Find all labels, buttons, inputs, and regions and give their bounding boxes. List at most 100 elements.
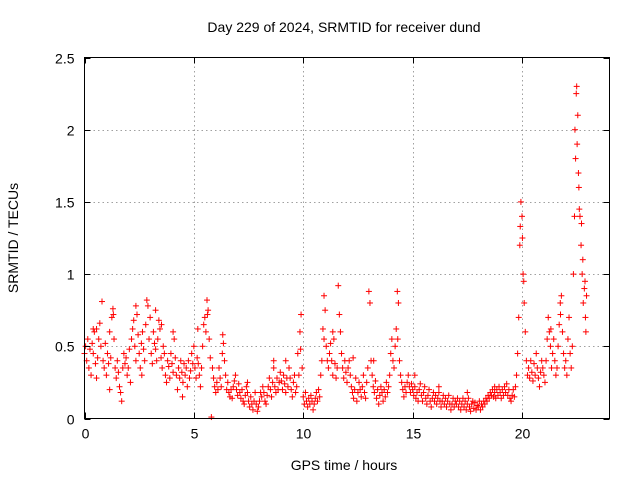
data-point <box>224 379 231 386</box>
data-point <box>323 343 330 350</box>
data-point <box>383 379 390 386</box>
data-point <box>121 360 128 367</box>
data-point <box>346 357 353 364</box>
y-tick-label: 0.5 <box>55 339 75 355</box>
data-point <box>295 372 302 379</box>
data-point <box>369 372 376 379</box>
data-point <box>124 372 131 379</box>
data-point <box>342 369 349 376</box>
data-point <box>101 364 108 371</box>
data-point <box>178 369 185 376</box>
data-point <box>576 206 583 213</box>
data-point <box>567 350 574 357</box>
data-point <box>549 350 556 357</box>
data-point <box>398 379 405 386</box>
data-point <box>107 354 114 361</box>
y-tick-label: 2 <box>67 123 75 139</box>
data-point <box>165 363 172 370</box>
data-point <box>423 401 430 408</box>
data-point <box>517 223 524 230</box>
data-point <box>191 364 198 371</box>
data-point <box>319 325 326 332</box>
data-point <box>171 336 178 343</box>
data-point <box>169 360 175 367</box>
data-point <box>428 403 435 410</box>
data-point <box>102 340 109 347</box>
data-point <box>97 343 104 350</box>
data-point <box>334 364 341 371</box>
data-point <box>583 292 590 299</box>
data-point <box>230 383 237 390</box>
data-point <box>92 360 99 367</box>
data-point <box>127 379 134 386</box>
data-point <box>534 364 541 371</box>
data-point <box>115 369 122 376</box>
data-point <box>220 340 227 347</box>
data-point <box>241 401 248 408</box>
data-point <box>317 372 324 379</box>
data-point <box>424 392 431 399</box>
data-point <box>268 393 275 400</box>
data-point <box>503 380 510 387</box>
data-point <box>457 406 464 413</box>
data-point <box>211 383 218 390</box>
data-point <box>174 386 181 393</box>
data-point <box>300 393 307 400</box>
data-point <box>344 379 350 386</box>
data-point <box>293 383 300 390</box>
data-point <box>363 379 370 386</box>
data-point <box>260 389 267 396</box>
data-point <box>325 364 332 371</box>
data-point <box>321 292 328 299</box>
data-point <box>411 372 418 379</box>
data-point <box>520 271 527 278</box>
data-point <box>112 364 119 371</box>
y-tick-label: 2.5 <box>55 51 75 67</box>
data-point <box>158 321 165 328</box>
data-point <box>575 170 582 177</box>
data-point <box>170 328 177 335</box>
data-point <box>564 336 571 343</box>
data-point <box>187 367 194 374</box>
data-point <box>330 336 337 343</box>
data-point <box>128 336 135 343</box>
data-point <box>123 354 130 361</box>
data-point <box>219 350 226 357</box>
data-point <box>129 325 136 332</box>
data-point <box>329 372 336 379</box>
data-point <box>114 357 121 364</box>
data-point <box>221 357 228 364</box>
data-point <box>95 336 102 343</box>
data-point <box>382 393 389 400</box>
data-point <box>140 346 147 353</box>
data-point <box>245 398 252 405</box>
data-point <box>561 364 568 371</box>
data-point <box>465 395 472 402</box>
data-point <box>392 343 399 350</box>
data-point <box>322 307 329 314</box>
data-point <box>116 383 123 390</box>
data-point <box>371 389 378 396</box>
x-tick-label: 5 <box>191 426 199 442</box>
data-point <box>558 292 565 299</box>
y-tick-label: 1 <box>67 267 75 283</box>
data-point <box>298 311 305 318</box>
data-point <box>548 364 555 371</box>
data-point <box>426 386 433 393</box>
data-point <box>148 350 155 357</box>
data-point <box>339 364 346 371</box>
data-point <box>216 364 223 371</box>
data-point <box>435 389 442 396</box>
data-point <box>103 372 110 379</box>
data-point <box>474 402 481 409</box>
data-point <box>405 372 412 379</box>
data-point <box>150 328 157 335</box>
data-point <box>239 386 245 393</box>
data-point <box>135 331 142 338</box>
data-point <box>551 357 558 364</box>
x-axis-label: GPS time / hours <box>291 457 398 473</box>
data-point <box>311 401 318 408</box>
data-point <box>520 278 527 285</box>
data-point <box>556 321 563 328</box>
data-point <box>582 314 589 321</box>
